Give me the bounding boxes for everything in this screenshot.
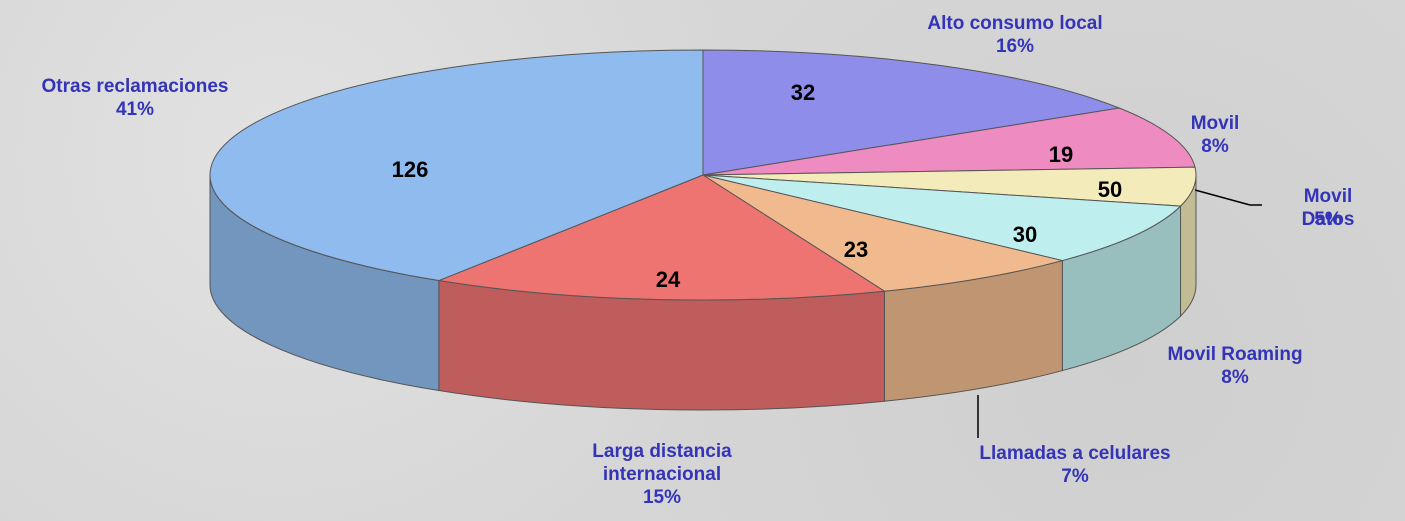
percent-label: 5% — [1314, 209, 1342, 230]
count-label: 23 — [843, 237, 869, 262]
percent-label: 15% — [642, 487, 682, 508]
slice — [436, 174, 886, 301]
percent-label: 7% — [1061, 466, 1089, 487]
count-label: 126 — [391, 157, 429, 182]
slice — [209, 49, 704, 282]
percent-label: 8% — [1221, 367, 1249, 388]
count-label: 50 — [1097, 177, 1123, 202]
count-label: 30 — [1012, 222, 1038, 247]
leader-line — [1194, 189, 1251, 206]
slice-label: Llamadas a celulares — [979, 443, 1171, 464]
slice — [702, 107, 1196, 176]
percent-label: 8% — [1201, 136, 1229, 157]
slice-label: Otras reclamaciones — [41, 76, 229, 97]
slice-label: Larga distancia internacional — [592, 441, 732, 485]
slice — [702, 174, 1063, 292]
slice-label: Movil Datos — [1301, 186, 1355, 230]
slice-label: Movil Roaming — [1167, 344, 1303, 365]
percent-label: 16% — [995, 36, 1035, 57]
slice — [702, 49, 1122, 176]
percent-label: 41% — [115, 99, 155, 120]
slice — [702, 174, 1182, 262]
count-label: 19 — [1048, 142, 1074, 167]
count-label: 32 — [790, 80, 816, 105]
count-label: 24 — [655, 267, 681, 292]
slice — [702, 166, 1197, 207]
slice-label: Alto consumo local — [927, 13, 1103, 34]
slice-label: Movil — [1190, 113, 1240, 134]
